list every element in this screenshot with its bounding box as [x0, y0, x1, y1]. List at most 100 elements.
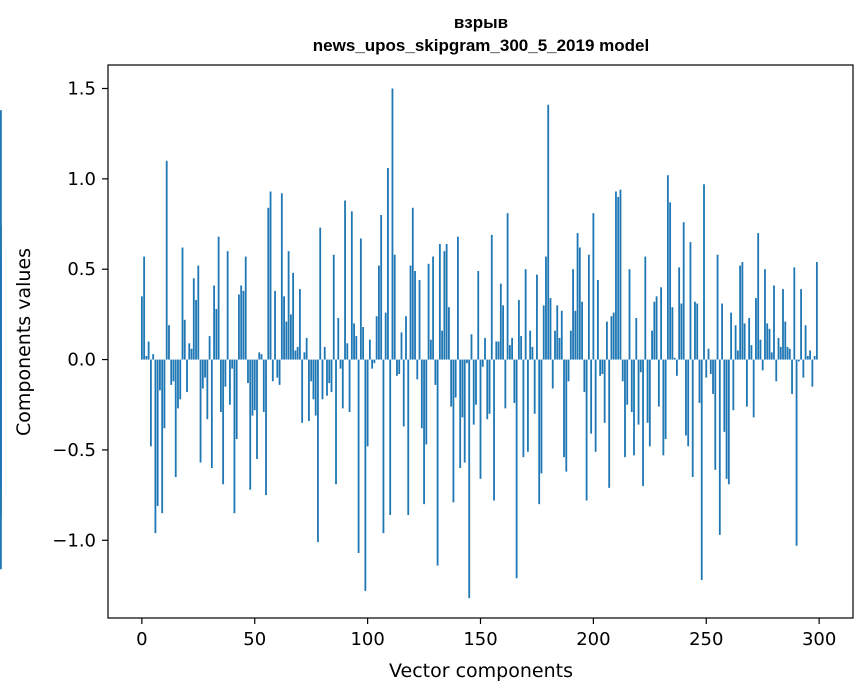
- bar: [635, 318, 638, 360]
- bar: [154, 359, 157, 534]
- x-axis-label: Vector components: [389, 660, 573, 682]
- bar: [499, 283, 502, 360]
- bar: [450, 359, 453, 407]
- bar: [689, 242, 692, 360]
- bar: [572, 269, 574, 360]
- bar: [653, 301, 656, 360]
- bar: [603, 359, 606, 423]
- y-axis-ticks: −1.0 −0.5 0.0 0.5 1.0 1.5: [52, 78, 108, 551]
- plot-frame: [107, 64, 854, 619]
- bar: [773, 285, 775, 360]
- bar: [274, 290, 276, 360]
- bar: [583, 359, 586, 393]
- bar: [768, 328, 771, 360]
- bar: [517, 299, 520, 360]
- bar: [599, 359, 602, 376]
- bar: [256, 359, 258, 459]
- bar: [330, 359, 333, 393]
- bar: [429, 339, 432, 360]
- bar: [592, 213, 595, 360]
- bar: [341, 359, 344, 409]
- bar: [172, 359, 175, 382]
- bar: [188, 343, 191, 360]
- y-axis-label: Components values: [13, 248, 35, 436]
- bar: [786, 346, 789, 360]
- bar: [319, 227, 322, 360]
- bar: [673, 357, 676, 360]
- bar: [671, 307, 674, 360]
- bar: [177, 359, 179, 409]
- bar: [368, 339, 371, 360]
- bar: [242, 290, 245, 360]
- bar: [249, 359, 252, 490]
- bar: [639, 359, 642, 373]
- bar: [262, 359, 265, 412]
- bar: [486, 359, 489, 420]
- bar: [278, 359, 281, 385]
- bar: [775, 359, 778, 382]
- bar: [179, 359, 182, 400]
- bar: [265, 359, 267, 496]
- bar: [536, 274, 538, 360]
- bar: [490, 234, 493, 360]
- chart-title: взрыв: [454, 13, 508, 32]
- bar: [305, 337, 308, 360]
- bar: [678, 267, 681, 360]
- bar: [630, 359, 633, 412]
- bar: [208, 336, 211, 360]
- bar: [339, 359, 342, 369]
- bar: [312, 359, 315, 400]
- bar: [800, 289, 802, 360]
- bar: [289, 314, 292, 360]
- bar: [712, 359, 714, 394]
- bar: [764, 269, 766, 360]
- bar: [350, 211, 353, 360]
- y-tick-label: 1.5: [67, 78, 96, 99]
- bar: [328, 359, 331, 384]
- bar: [806, 355, 809, 360]
- bar: [396, 359, 398, 376]
- bar: [576, 233, 579, 360]
- bar: [590, 359, 593, 434]
- bar: [596, 280, 599, 360]
- bar: [210, 359, 213, 468]
- bar: [750, 345, 753, 360]
- bars-group: [0, 88, 818, 599]
- bar: [497, 341, 500, 360]
- bar: [563, 359, 565, 458]
- bar: [452, 359, 455, 503]
- bar: [515, 359, 518, 579]
- bar: [626, 359, 629, 405]
- bar: [644, 256, 647, 360]
- bar: [648, 359, 651, 447]
- bar: [795, 359, 798, 546]
- bar: [414, 271, 416, 360]
- bar: [152, 354, 155, 360]
- bar: [475, 359, 477, 405]
- bar: [459, 359, 462, 468]
- bar: [219, 359, 222, 412]
- bar: [201, 359, 204, 389]
- bar: [168, 325, 170, 360]
- bar: [407, 359, 410, 515]
- bar: [493, 359, 495, 501]
- bar: [226, 251, 229, 360]
- bar: [508, 345, 511, 360]
- bar: [308, 359, 310, 422]
- bar: [298, 289, 301, 360]
- bar: [527, 359, 529, 452]
- bar: [687, 359, 690, 447]
- bar: [718, 359, 721, 535]
- bar: [366, 359, 369, 447]
- bar: [495, 341, 498, 360]
- bar: [364, 359, 367, 591]
- bar: [174, 359, 177, 478]
- bar: [280, 193, 283, 360]
- bar: [755, 298, 757, 360]
- bar: [511, 337, 514, 360]
- y-tick-label: 0.5: [67, 259, 96, 280]
- bar: [357, 359, 360, 553]
- bar: [229, 359, 231, 405]
- bar: [186, 359, 188, 393]
- bar: [380, 215, 383, 360]
